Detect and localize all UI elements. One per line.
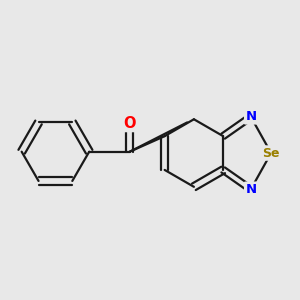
Text: N: N — [245, 183, 256, 196]
Text: Se: Se — [262, 146, 280, 160]
Text: N: N — [245, 110, 256, 123]
Text: O: O — [124, 116, 136, 131]
